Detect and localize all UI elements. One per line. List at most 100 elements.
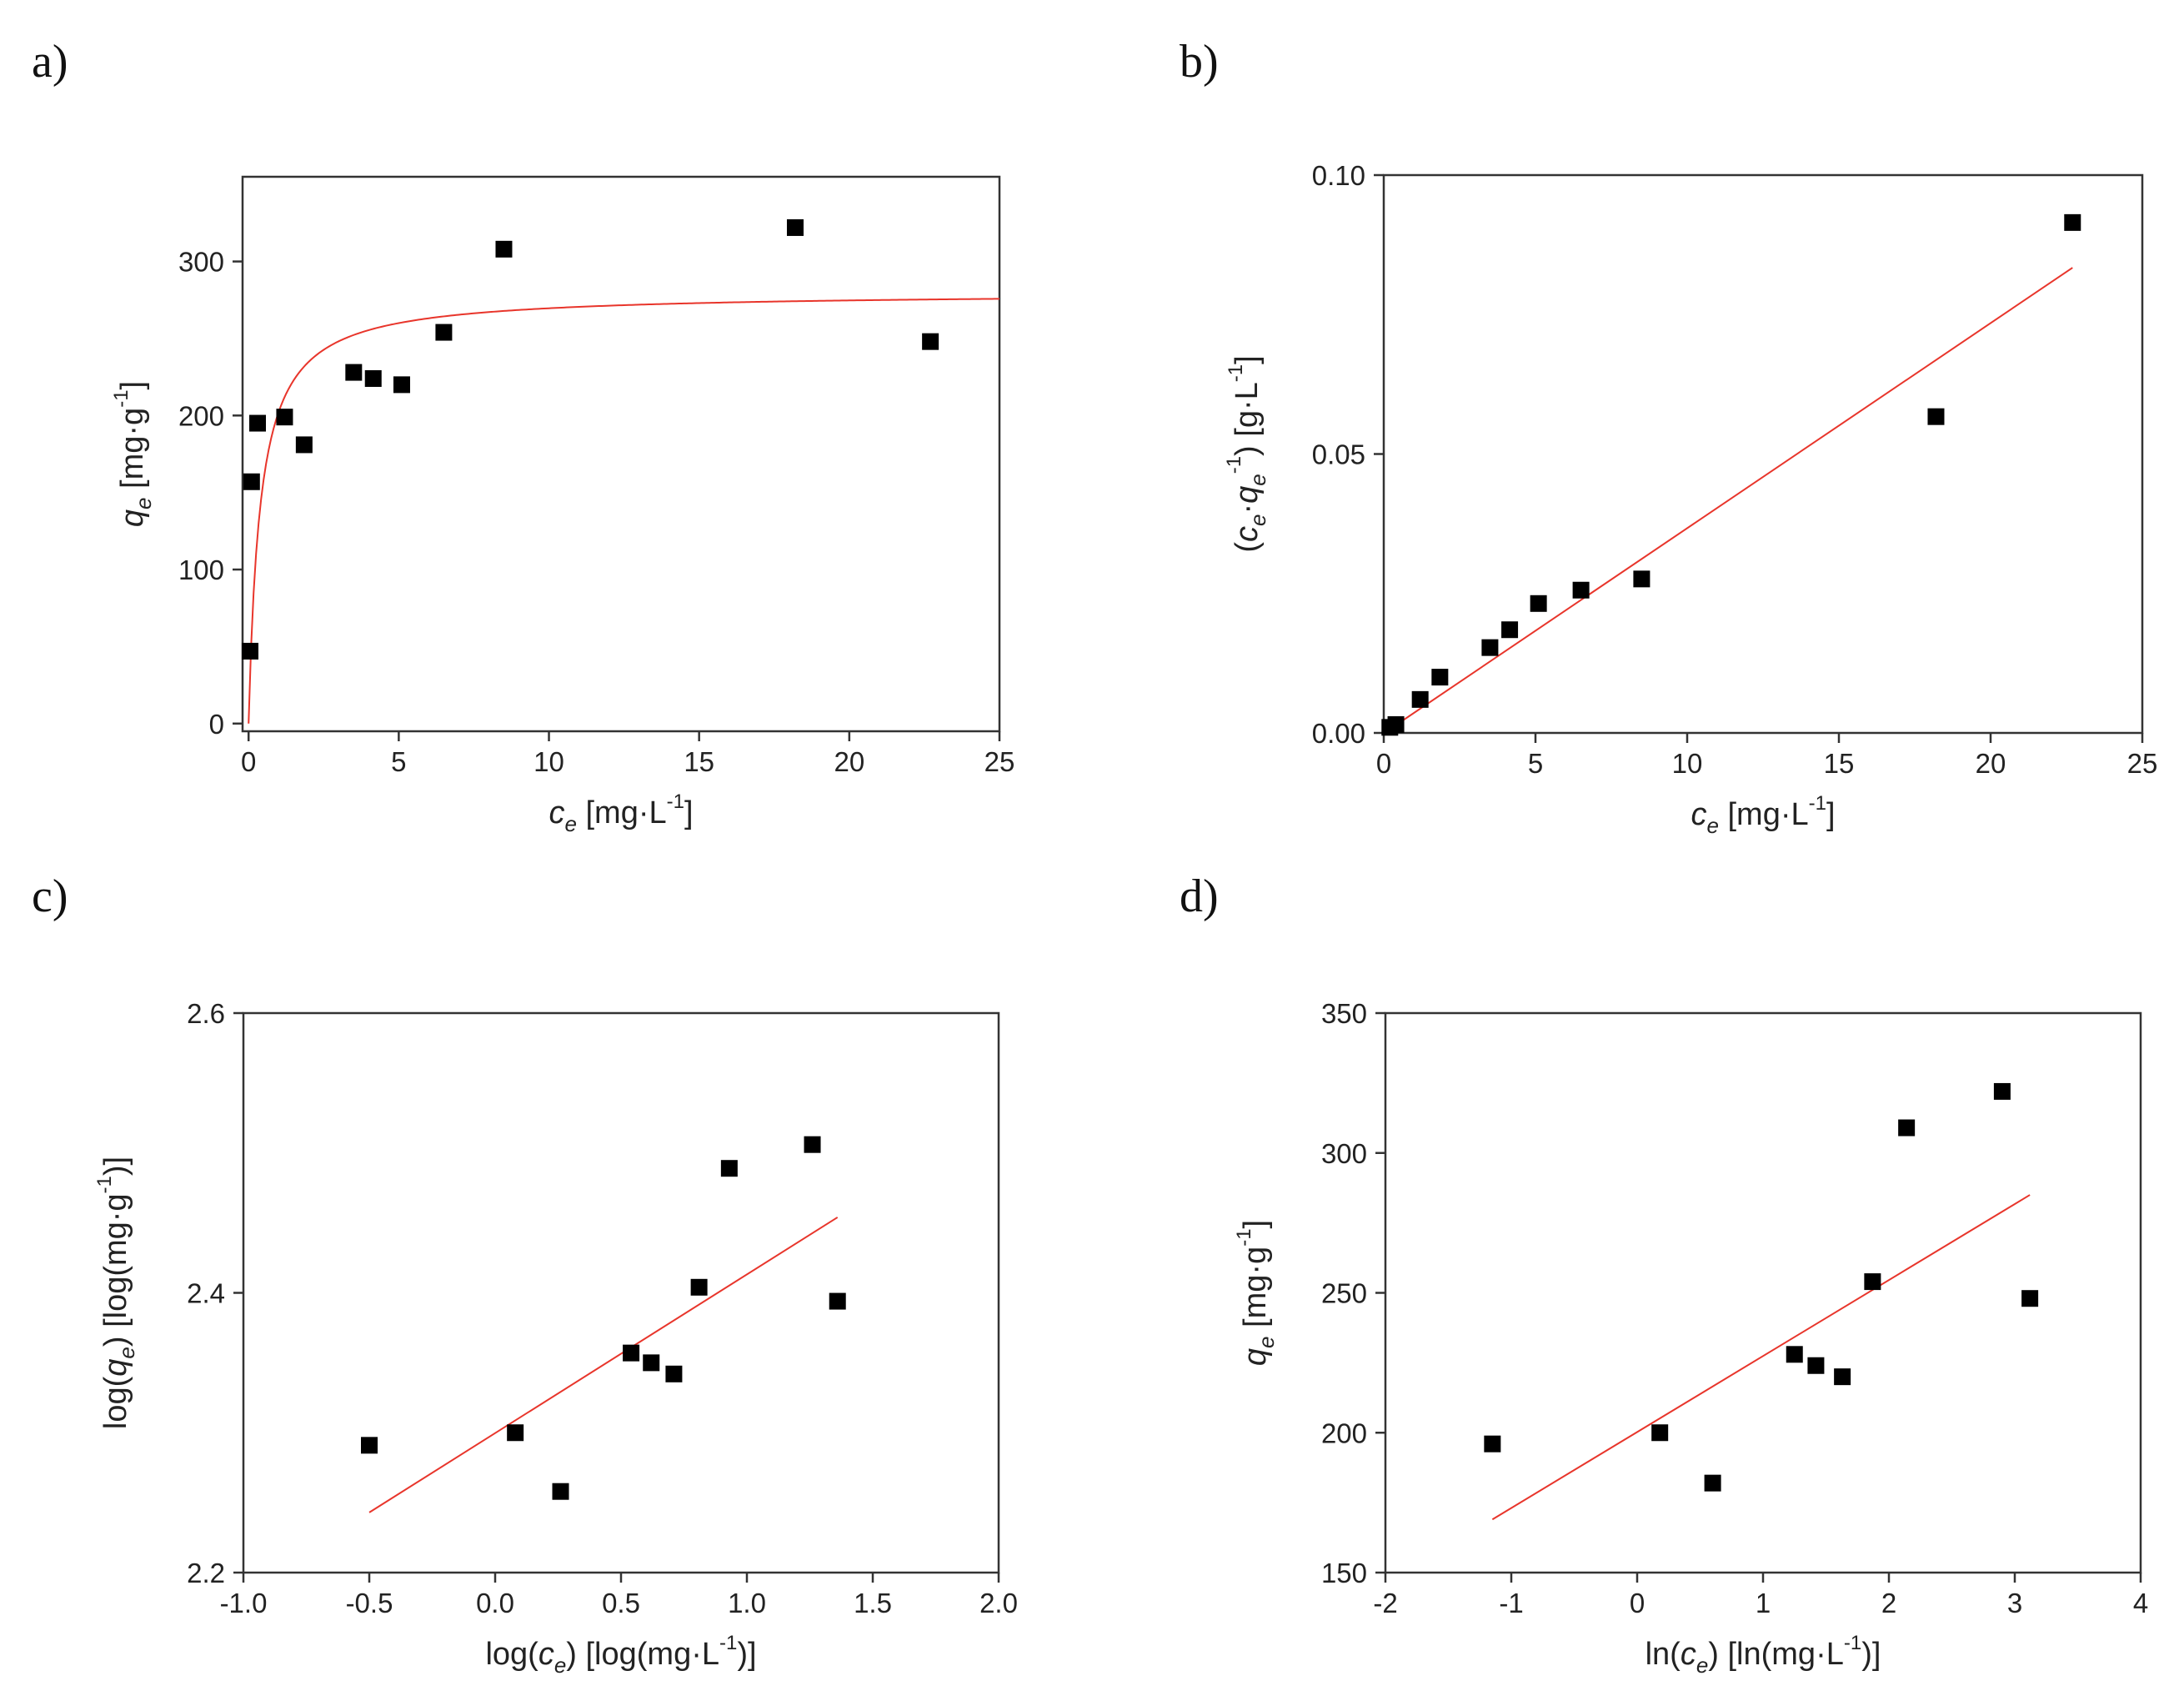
chart-panel-c: c)-1.0 -0.5 0.0 0.5 1.0 1.5 2.02.22.42.6log(ce… bbox=[32, 871, 1018, 1678]
fit-line bbox=[1491, 1194, 2031, 1521]
data-point bbox=[345, 364, 363, 381]
y-tick-label: 300 bbox=[1321, 1138, 1367, 1169]
plot-area bbox=[1386, 267, 2073, 732]
y-tick-label: 250 bbox=[1321, 1278, 1367, 1309]
data-point bbox=[1572, 581, 1590, 599]
x-axis-label: ce [mg·L-1] bbox=[549, 790, 693, 836]
y-axis-label-part: ) [log(mg·g bbox=[98, 1193, 133, 1347]
y-axis-label-part: q bbox=[98, 1359, 133, 1377]
x-tick-label: 0 bbox=[241, 746, 256, 777]
y-axis-label-part: [mg·g bbox=[115, 408, 150, 498]
x-axis-label-part: e bbox=[554, 1653, 566, 1678]
x-tick-label: 2 bbox=[1881, 1588, 1896, 1618]
y-axis-label-part: ( bbox=[1230, 542, 1265, 553]
data-point bbox=[1484, 1435, 1501, 1453]
x-tick-label: 2.0 bbox=[979, 1588, 1018, 1618]
x-axis-label: ce [mg·L-1] bbox=[1691, 792, 1835, 838]
data-point bbox=[643, 1354, 660, 1372]
y-tick-label: 0 bbox=[209, 709, 224, 740]
plot-area bbox=[248, 298, 999, 724]
data-point bbox=[1993, 1082, 2011, 1100]
x-axis-label-part: )] bbox=[1861, 1637, 1881, 1672]
y-axis-label-part: -1 bbox=[93, 1176, 116, 1193]
x-axis-label-part: ) [ln(mg·L bbox=[1708, 1637, 1844, 1672]
y-axis-label-part: e bbox=[1245, 514, 1270, 526]
x-tick-label: 5 bbox=[1528, 748, 1543, 779]
y-tick-label: 0.05 bbox=[1312, 439, 1365, 470]
y-axis-label-part: c bbox=[1230, 526, 1265, 542]
y-axis-label-part: [mg·g bbox=[1238, 1247, 1273, 1337]
x-axis-label-part: e bbox=[1696, 1653, 1708, 1678]
plot-area bbox=[1491, 1194, 2031, 1521]
data-point bbox=[720, 1160, 738, 1177]
y-axis-label-part: -1 bbox=[1233, 1228, 1255, 1246]
x-tick-label: 25 bbox=[984, 746, 1015, 777]
x-tick-label: -2 bbox=[1373, 1588, 1397, 1618]
x-axis-label-part: -1 bbox=[667, 790, 684, 813]
y-axis-label-part: -1 bbox=[110, 389, 133, 407]
x-tick-label: 0.5 bbox=[602, 1588, 640, 1618]
y-axis-label: log(qe) [log(mg·g-1)] bbox=[93, 1157, 139, 1429]
x-axis-label-part: e bbox=[564, 811, 576, 836]
y-axis-label-part: · bbox=[1230, 504, 1265, 514]
y-tick-label: 2.6 bbox=[187, 998, 225, 1029]
fit-line bbox=[1386, 267, 2073, 732]
data-point bbox=[495, 240, 513, 258]
x-axis-label-part: -1 bbox=[719, 1632, 737, 1654]
y-axis-label-part: ] bbox=[1230, 355, 1265, 364]
y-axis-label-part: ] bbox=[115, 381, 150, 390]
data-point bbox=[435, 324, 453, 341]
y-tick-label: 300 bbox=[178, 247, 224, 278]
y-axis-label-part: e bbox=[1254, 1337, 1279, 1348]
x-tick-label: 25 bbox=[2127, 748, 2158, 779]
data-point bbox=[361, 1437, 378, 1454]
data-point bbox=[2021, 1290, 2039, 1307]
data-point bbox=[243, 473, 260, 490]
x-tick-label: 0 bbox=[1630, 1588, 1645, 1618]
data-point bbox=[1704, 1474, 1721, 1492]
x-axis-label: ln(ce) [ln(mg·L-1)] bbox=[1646, 1632, 1881, 1678]
x-tick-label: 1.5 bbox=[854, 1588, 892, 1618]
x-axis-label-part: [mg·L bbox=[577, 795, 667, 830]
data-point bbox=[1898, 1119, 1916, 1136]
y-axis-label-part: -1 bbox=[1225, 364, 1247, 382]
y-axis-label-part: e bbox=[131, 498, 156, 509]
data-point bbox=[249, 414, 267, 432]
fit-line bbox=[368, 1217, 839, 1513]
panel-letter: c) bbox=[32, 871, 68, 922]
x-axis-label-part: e bbox=[1706, 813, 1718, 838]
y-tick-label: 150 bbox=[1321, 1558, 1367, 1588]
data-point bbox=[1501, 621, 1519, 639]
data-point bbox=[1786, 1346, 1803, 1363]
x-tick-label: 15 bbox=[684, 746, 714, 777]
y-axis-label: (ce·qe-1) [g·L-1] bbox=[1223, 355, 1270, 552]
y-axis-label-part: )] bbox=[98, 1157, 133, 1176]
panel-letter: d) bbox=[1180, 871, 1219, 922]
x-tick-label: 0.0 bbox=[476, 1588, 514, 1618]
y-axis-label-part: e bbox=[114, 1347, 139, 1358]
data-point bbox=[623, 1344, 640, 1362]
x-axis-label-part: )] bbox=[737, 1637, 756, 1672]
y-axis-label-part: ] bbox=[1238, 1220, 1273, 1229]
data-point bbox=[829, 1292, 846, 1310]
x-tick-label: 10 bbox=[1672, 748, 1703, 779]
plot-frame bbox=[242, 1011, 1000, 1574]
data-point bbox=[804, 1136, 821, 1153]
panel-letter: b) bbox=[1180, 36, 1219, 88]
data-point bbox=[1633, 570, 1651, 588]
y-tick-label: 0.00 bbox=[1312, 718, 1365, 749]
x-tick-label: 20 bbox=[1976, 748, 2006, 779]
data-point bbox=[690, 1278, 708, 1296]
data-point bbox=[552, 1483, 569, 1500]
x-axis-label-part: c bbox=[1681, 1637, 1696, 1672]
data-point bbox=[786, 218, 804, 236]
x-tick-label: 4 bbox=[2133, 1588, 2148, 1618]
data-point bbox=[1864, 1273, 1881, 1291]
y-tick-label: 100 bbox=[178, 554, 224, 585]
data-point bbox=[1927, 408, 1945, 425]
data-point bbox=[1411, 690, 1429, 708]
y-axis-label-part: q bbox=[1230, 486, 1265, 504]
data-point bbox=[1807, 1357, 1825, 1374]
